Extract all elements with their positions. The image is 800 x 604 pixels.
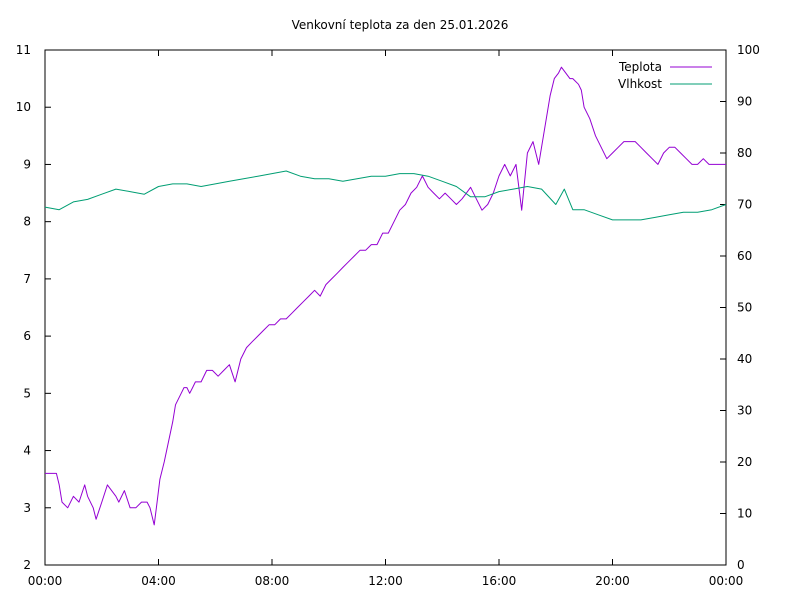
series-line-teplota <box>45 66 726 526</box>
left-axis: 2 3 4 5 6 7 8 9 10 11 <box>16 43 51 572</box>
x-tick-label: 00:00 <box>709 574 744 588</box>
left-tick-label: 7 <box>23 272 31 286</box>
x-tick-label: 08:00 <box>255 574 290 588</box>
right-tick-label: 90 <box>737 95 752 109</box>
series-lines <box>44 66 727 526</box>
right-axis: 0 10 20 30 40 50 60 70 80 90 100 <box>720 43 760 572</box>
left-tick-label: 9 <box>23 157 31 171</box>
x-tick-label: 20:00 <box>595 574 630 588</box>
right-tick-label: 0 <box>737 558 745 572</box>
legend-label-teplota: Teplota <box>618 60 662 74</box>
x-tick-label: 04:00 <box>141 574 176 588</box>
right-tick-label: 70 <box>737 198 752 212</box>
left-tick-label: 5 <box>23 386 31 400</box>
x-tick-label: 12:00 <box>368 574 403 588</box>
plot-border <box>44 49 727 566</box>
right-tick-label: 100 <box>737 43 760 57</box>
right-tick-label: 10 <box>737 507 752 521</box>
legend-label-vlhkost: Vlhkost <box>618 77 662 91</box>
right-tick-label: 20 <box>737 455 752 469</box>
left-tick-label: 10 <box>16 100 31 114</box>
left-tick-label: 4 <box>23 444 31 458</box>
right-tick-label: 60 <box>737 249 752 263</box>
left-tick-label: 8 <box>23 215 31 229</box>
left-tick-label: 3 <box>23 501 31 515</box>
right-tick-label: 40 <box>737 352 752 366</box>
x-tick-label: 16:00 <box>482 574 517 588</box>
legend: Teplota Vlhkost <box>618 60 712 91</box>
series-line-vlhkost <box>44 170 727 221</box>
left-tick-label: 2 <box>23 558 31 572</box>
right-tick-label: 50 <box>737 301 752 315</box>
x-tick-label: 00:00 <box>28 574 63 588</box>
chart-title: Venkovní teplota za den 25.01.2026 <box>292 18 509 32</box>
right-tick-label: 80 <box>737 146 752 160</box>
x-axis: 00:00 04:00 08:00 12:00 16:00 20:00 00:00 <box>28 50 744 588</box>
right-tick-label: 30 <box>737 404 752 418</box>
plot-frame <box>44 49 727 566</box>
left-tick-label: 11 <box>16 43 31 57</box>
left-tick-label: 6 <box>23 329 31 343</box>
